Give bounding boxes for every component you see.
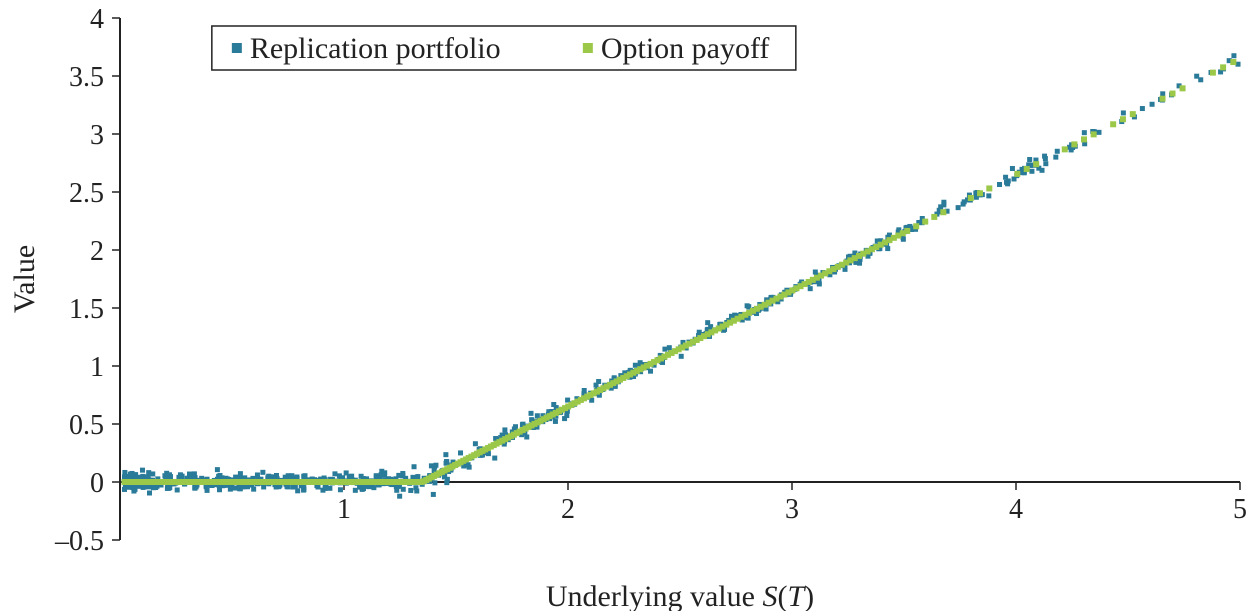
chart-container: 1 2 3 4 5 –0.5 0 0.5 1 1.5 2 2.5 3 3.5 4 Replication p…	[0, 0, 1254, 611]
svg-text:4: 4	[1009, 494, 1023, 525]
svg-text:3.5: 3.5	[69, 62, 104, 93]
svg-text:–0.5: –0.5	[54, 526, 104, 557]
svg-text:1: 1	[337, 494, 351, 525]
svg-text:3: 3	[785, 494, 799, 525]
svg-text:2: 2	[561, 494, 575, 525]
x-axis-label: Underlying value S(T)	[546, 580, 814, 611]
legend-label-1: Option payoff	[601, 32, 770, 65]
legend-marker-0	[232, 43, 242, 53]
axes: 1 2 3 4 5 –0.5 0 0.5 1 1.5 2 2.5 3 3.5 4	[54, 4, 1247, 557]
svg-text:1.5: 1.5	[69, 294, 104, 325]
series-option-payoff	[121, 59, 1236, 485]
svg-text:0.5: 0.5	[69, 410, 104, 441]
svg-text:2.5: 2.5	[69, 178, 104, 209]
series-replication	[122, 53, 1241, 498]
legend: Replication portfolio Option payoff	[212, 26, 796, 70]
svg-text:4: 4	[90, 4, 104, 35]
legend-marker-1	[583, 43, 593, 53]
svg-text:3: 3	[90, 120, 104, 151]
y-axis-label: Value	[8, 245, 41, 313]
svg-text:1: 1	[90, 352, 104, 383]
axis-labels: Value Underlying value S(T)	[8, 245, 814, 611]
svg-text:2: 2	[90, 236, 104, 267]
svg-text:5: 5	[1233, 494, 1247, 525]
legend-label-0: Replication portfolio	[250, 32, 501, 65]
svg-text:0: 0	[90, 468, 104, 499]
scatter-chart: 1 2 3 4 5 –0.5 0 0.5 1 1.5 2 2.5 3 3.5 4 Replication p…	[0, 0, 1254, 611]
